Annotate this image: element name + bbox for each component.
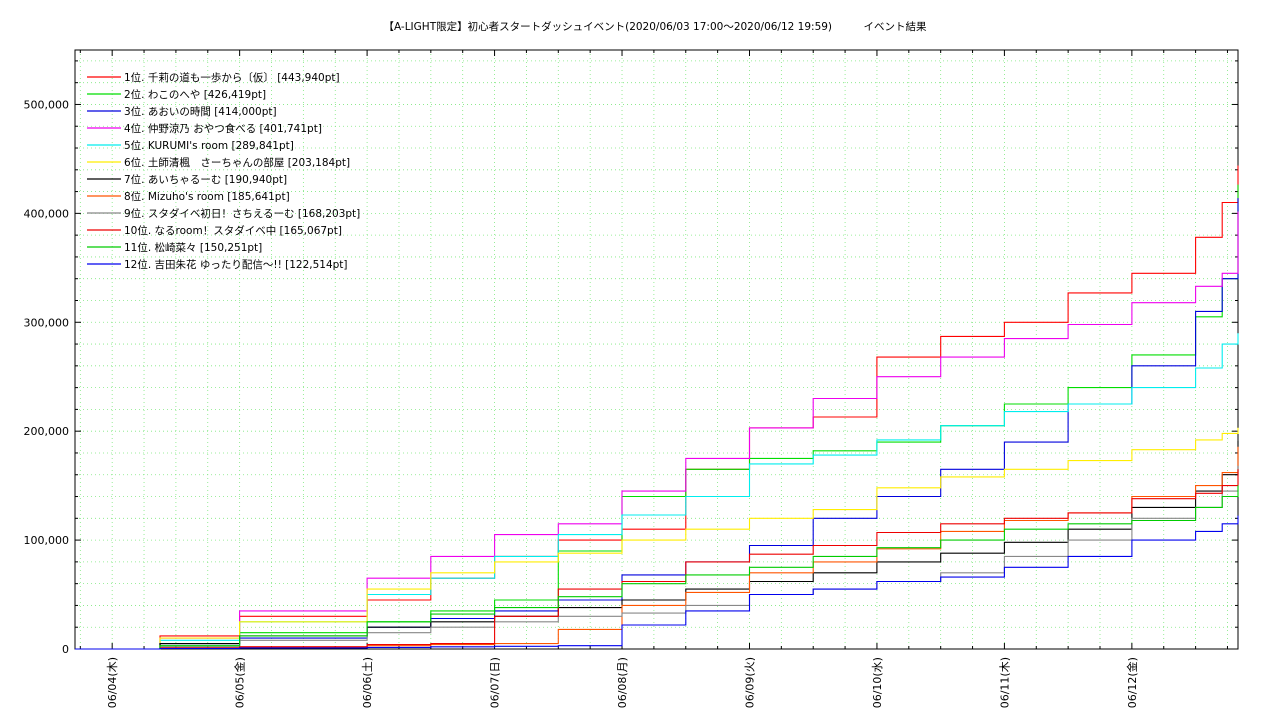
legend-label-2: 2位. わこのへや [426,419pt] [124,88,266,101]
x-tick-label: 06/04(木) [106,657,119,708]
legend-label-9: 9位. スタダイベ初日！さちえるーむ [168,203pt] [124,207,360,220]
legend-label-5: 5位. KURUMI's room [289,841pt] [124,139,294,152]
series-line-4 [75,211,1239,650]
x-tick-label: 06/09(火) [743,657,756,708]
axes-layer: 0 100,000 200,000 300,000 400,000 500,000 06/0… [24,49,1239,708]
y-tick-label: 100,000 [24,534,70,547]
x-tick-label: 06/10(水) [871,657,884,708]
x-tick-label: 06/08(月) [616,657,629,708]
x-tick-label: 06/11(木) [998,657,1011,708]
x-tick-label: 06/06(土) [361,657,374,708]
series-line-1 [75,165,1239,650]
legend-label-10: 10位. なるroom！スタダイベ中 [165,067pt] [124,224,342,237]
series-line-6 [75,427,1239,650]
x-tick-label: 06/12(金) [1125,657,1139,708]
plot-frame [74,49,1239,650]
series-layer [75,165,1239,650]
legend-label-4: 4位. 仲野涼乃 おやつ食べる [401,741pt] [124,122,322,135]
series-line-12 [75,515,1239,650]
legend-label-1: 1位. 千莉の道も一歩から〔仮〕 [443,940pt] [124,71,340,84]
series-line-8 [75,446,1239,650]
y-tick-label: 500,000 [24,98,70,111]
legend-label-6: 6位. 土師清楓 さーちゃんの部屋 [203,184pt] [124,156,350,169]
series-line-10 [75,469,1239,650]
series-line-7 [75,441,1239,650]
y-tick-label: 300,000 [24,316,70,329]
y-tick-label: 200,000 [24,425,70,438]
legend-label-12: 12位. 吉田朱花 ゆったり配信〜!! [122,514pt] [124,258,348,271]
legend-label-7: 7位. あいちゃるーむ [190,940pt] [124,173,287,186]
series-line-11 [75,485,1239,650]
legend-label-8: 8位. Mizuho's room [185,641pt] [124,190,290,203]
chart-title: 【A-LIGHT限定】初心者スタートダッシュイベント(2020/06/03 17… [383,20,927,33]
y-tick-label: 0 [62,643,69,656]
legend: 1位. 千莉の道も一歩から〔仮〕 [443,940pt] 2位. わこのへや [4… [87,71,360,271]
x-tick-label: 06/05(金) [233,657,247,708]
series-line-2 [75,184,1239,650]
y-tick-label: 400,000 [24,207,70,220]
x-tick-label: 06/07(日) [489,657,502,708]
legend-label-3: 3位. あおいの時間 [414,000pt] [124,105,277,118]
legend-label-11: 11位. 松崎菜々 [150,251pt] [124,241,262,254]
